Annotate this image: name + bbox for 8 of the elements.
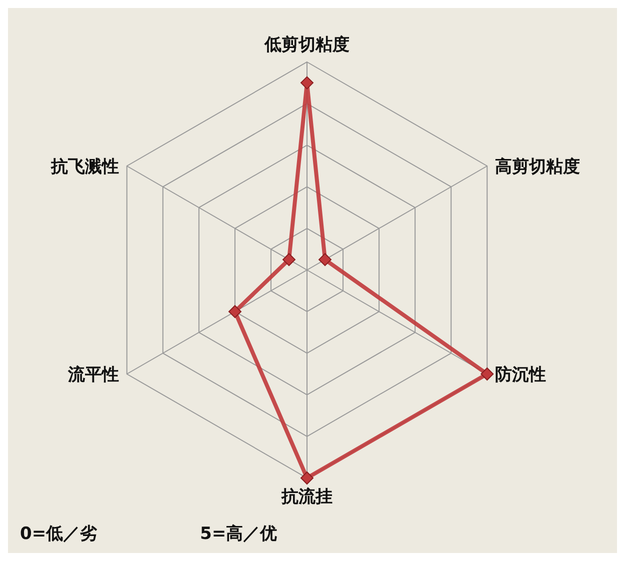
spoke-label: 抗流挂 (280, 487, 332, 507)
text: 0=低／劣 (20, 524, 98, 544)
spoke-label: 防沉性 (495, 365, 546, 385)
spoke-label: 低剪切粘度 (264, 35, 350, 55)
spoke-label: 抗飞溅性 (50, 157, 119, 177)
text: 5=高／优 (200, 524, 278, 544)
spoke-label: 流平性 (66, 365, 119, 385)
spoke-label: 高剪切粘度 (495, 157, 580, 177)
